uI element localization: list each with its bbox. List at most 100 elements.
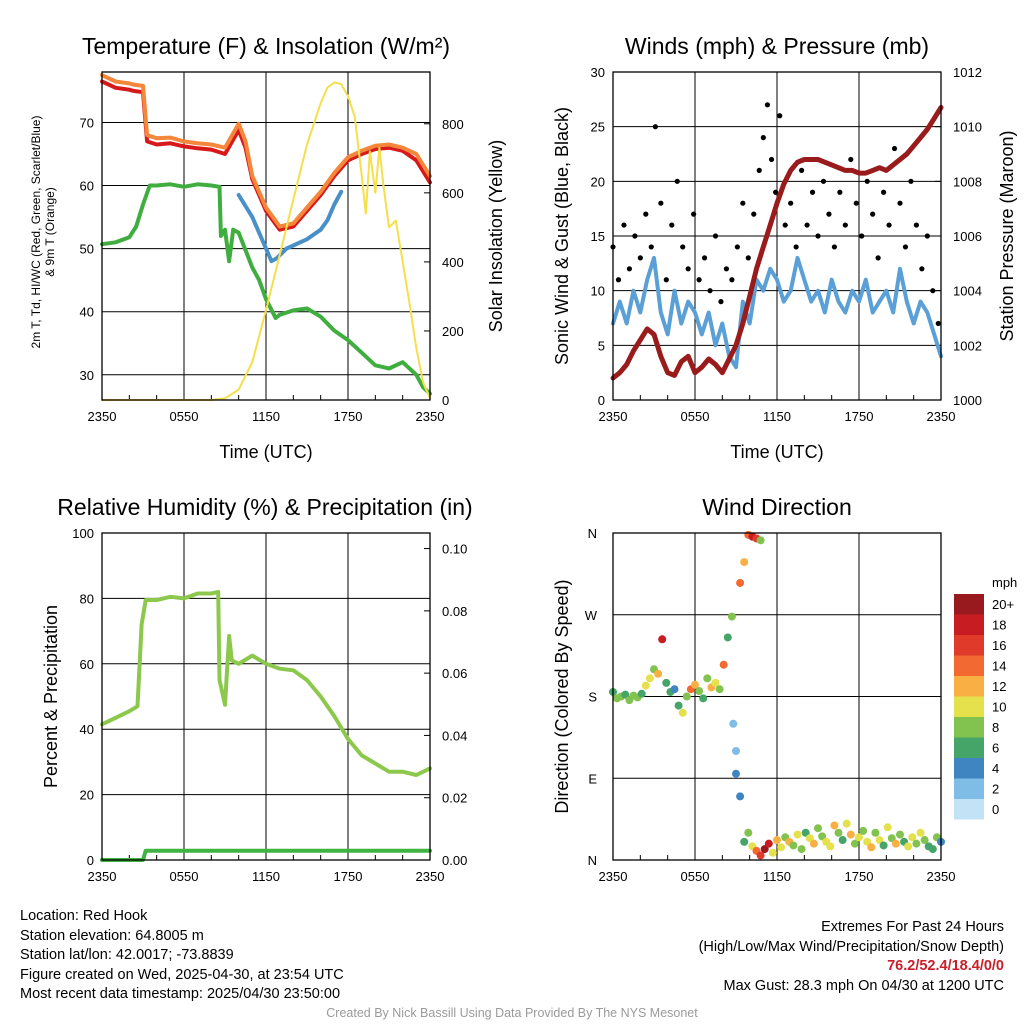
y2-tick-label: 1010 — [953, 120, 982, 135]
wind-direction-point — [662, 678, 671, 687]
wind-direction-point — [916, 828, 925, 837]
wind-direction-point — [674, 701, 683, 710]
gust-point — [913, 222, 920, 228]
wind-direction-point — [855, 833, 863, 842]
gust-point — [875, 255, 881, 261]
y-tick-label: 100 — [72, 526, 94, 541]
colorbar-swatch — [954, 696, 984, 717]
wind-direction-point — [760, 845, 769, 854]
station-latlon: Station lat/lon: 42.0017; -73.8839 — [20, 947, 234, 963]
wind-direction-point — [883, 823, 892, 832]
wind-direction-point — [850, 839, 859, 848]
x-tick-label: 1150 — [252, 869, 280, 884]
gust-point — [773, 189, 779, 195]
wind-direction-point — [801, 828, 810, 837]
gust-point — [886, 222, 892, 228]
y-tick-label: 70 — [80, 115, 94, 130]
wind-direction-point — [891, 839, 900, 848]
plot-frame — [612, 532, 942, 861]
gust-point — [793, 244, 799, 250]
y-tick-label: 80 — [80, 591, 94, 606]
gust-point — [696, 277, 702, 283]
gust-point — [643, 211, 649, 217]
gust-point — [897, 200, 903, 206]
pressure-line — [610, 105, 944, 381]
x-tick-label: 2350 — [599, 409, 628, 424]
y2-tick-label: 0.08 — [442, 604, 467, 619]
chart-title: Relative Humidity (%) & Precipitation (i… — [57, 494, 472, 520]
y2-axis-label: Solar Insolation (Yellow) — [486, 140, 506, 332]
x-tick-label: 1750 — [334, 409, 363, 424]
y-axis-label: 2m T, Td, HI/WC (Red, Green, Scarlet/Blu… — [29, 116, 43, 349]
wind-direction-point — [814, 824, 822, 833]
x-tick-label: 0550 — [681, 869, 710, 884]
y2-tick-label: 200 — [442, 324, 464, 339]
colorbar-swatch — [954, 676, 984, 697]
figure-created: Figure created on Wed, 2025-04-30, at 23… — [20, 966, 344, 983]
sonic_wind-line — [611, 255, 943, 370]
wind-direction-point — [920, 836, 929, 845]
y-tick-label: 25 — [591, 120, 605, 135]
direction-tick-label: N — [588, 853, 597, 868]
x-tick-label: 1750 — [845, 869, 874, 884]
colorbar-label: 8 — [992, 720, 999, 735]
gust-point — [701, 255, 708, 261]
x-tick-label: 0550 — [170, 409, 199, 424]
chart-title: Winds (mph) & Pressure (mb) — [625, 33, 929, 59]
gust-point — [764, 102, 771, 108]
gust-point — [848, 156, 854, 163]
wind-direction-point — [732, 769, 740, 778]
wind-direction-point — [777, 843, 786, 852]
wind-direction-point — [695, 687, 704, 696]
y-tick-label: 30 — [80, 368, 94, 383]
x-axis-label: Time (UTC) — [219, 442, 312, 462]
y-tick-label: 5 — [598, 338, 605, 353]
colorbar-swatch — [954, 614, 984, 635]
extremes-subtitle: (High/Low/Max Wind/Precipitation/Snow De… — [698, 938, 1004, 955]
wind-direction-point — [736, 578, 745, 587]
insolation-line — [101, 81, 431, 401]
wind_chill-line — [236, 189, 344, 264]
y2-tick-label: 0.00 — [442, 853, 467, 868]
wind-direction-point — [834, 828, 843, 837]
station-location: Location: Red Hook — [20, 908, 148, 924]
gust-point — [652, 124, 658, 130]
colorbar-label: 14 — [992, 659, 1006, 674]
gust-point — [881, 189, 887, 195]
gust-point — [891, 145, 898, 152]
wind-direction-point — [773, 836, 781, 845]
y2-tick-label: 1004 — [953, 284, 982, 299]
gust-point — [626, 266, 633, 272]
colorbar-label: 16 — [992, 638, 1006, 653]
y2-tick-label: 0.10 — [442, 542, 467, 557]
recent-timestamp: Most recent data timestamp: 2025/04/30 2… — [20, 986, 341, 1002]
y2-tick-label: 1012 — [953, 65, 982, 80]
chart-humidity: 2350 0550 1150 1750 23500204060801000.000.02… — [41, 494, 473, 884]
wind-direction-point — [846, 830, 855, 839]
gust-point — [820, 178, 827, 184]
y-axis-label: Percent & Precipitation — [41, 605, 61, 788]
y-tick-label: 40 — [80, 305, 94, 320]
colorbar-swatch — [954, 737, 984, 758]
wind-direction-point — [715, 685, 724, 694]
colorbar-swatch — [954, 717, 984, 738]
colorbar-label: 4 — [992, 761, 999, 776]
chart-title: Wind Direction — [702, 494, 852, 520]
y2-tick-label: 1008 — [953, 174, 982, 189]
station-info: Location: Red Hook Station elevation: 64… — [20, 907, 344, 1005]
x-tick-label: 0550 — [681, 409, 710, 424]
credit-line: Created By Nick Bassill Using Data Provi… — [326, 1006, 698, 1020]
gust-point — [691, 211, 697, 217]
y-tick-label: 30 — [591, 65, 605, 80]
wind-direction-point — [658, 635, 667, 644]
x-tick-label: 2350 — [88, 409, 117, 424]
gust-point — [707, 288, 713, 294]
x-tick-label: 1150 — [763, 869, 791, 884]
gust-point — [648, 244, 654, 250]
wind-direction-point — [887, 834, 896, 843]
gust-point — [740, 200, 746, 206]
temp_9m-line — [100, 73, 432, 229]
gust-point — [663, 277, 669, 283]
wind-direction-point — [740, 837, 749, 846]
